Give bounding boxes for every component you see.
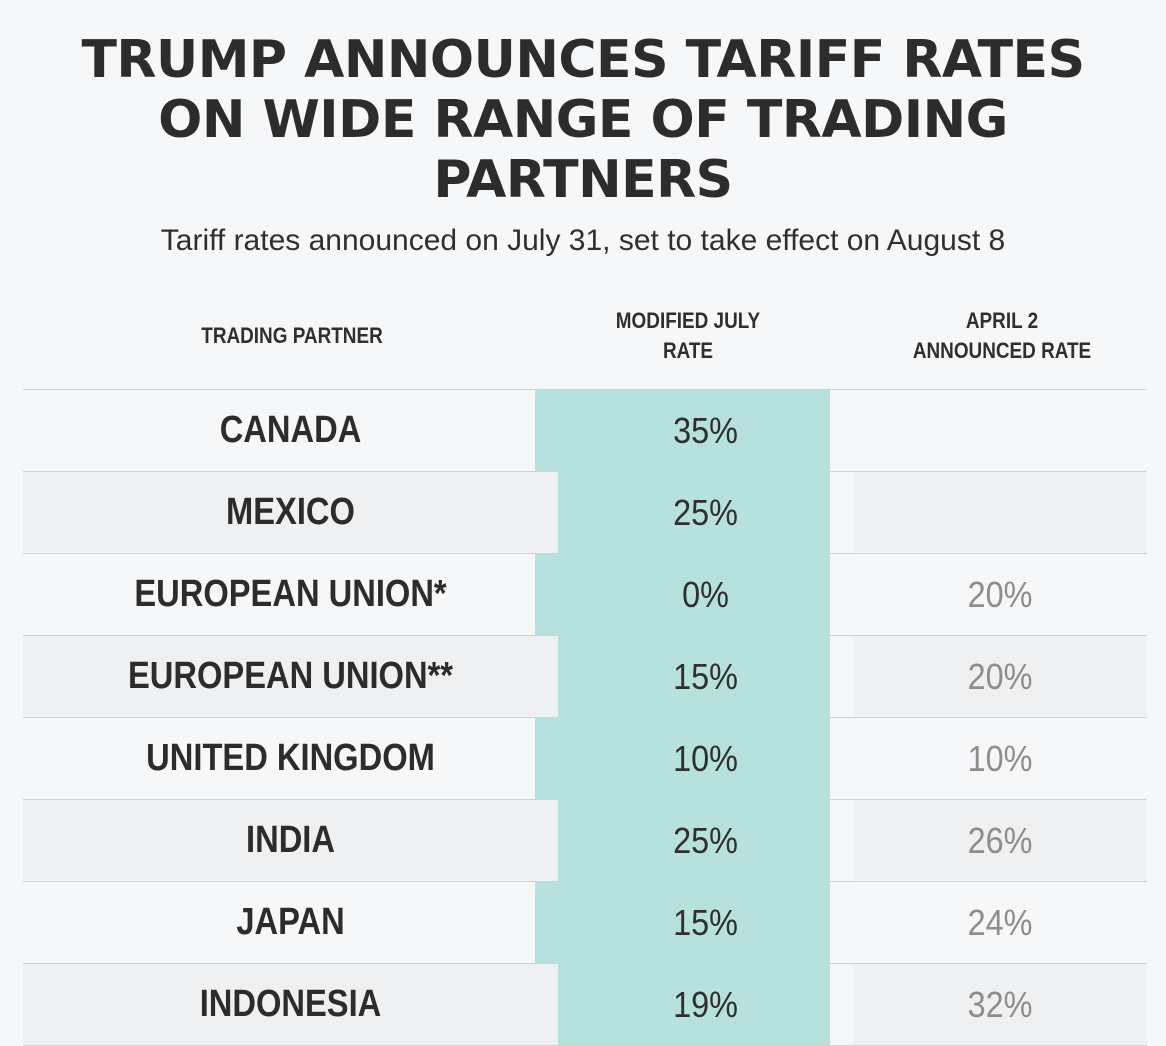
cell-trading-partner: CANADA — [219, 409, 362, 451]
title-line-3: PARTNERS — [433, 150, 733, 210]
cell-trading-partner: MEXICO — [226, 491, 355, 533]
header-april-line-1: APRIL 2 — [965, 308, 1039, 333]
table-row: INDONESIA 19% 32% — [23, 963, 1147, 1046]
cell-july-rate: 35% — [673, 410, 738, 451]
cell-april-rate: 20% — [967, 574, 1033, 615]
tariff-table: CANADA 35% MEXICO 25% EUROPEAN UNION* 0% 20% EU… — [23, 389, 1147, 1046]
table-row: UNITED KINGDOM 10% 10% — [23, 717, 1147, 799]
header-july-line-1: MODIFIED JULY — [615, 308, 761, 333]
header-july-line-2: RATE — [662, 338, 714, 363]
cell-trading-partner: UNITED KINGDOM — [146, 737, 435, 779]
cell-july-rate: 25% — [673, 820, 738, 861]
header-april-2-rate: APRIL 2 ANNOUNCED RATE — [873, 306, 1131, 366]
table-row: EUROPEAN UNION* 0% 20% — [23, 553, 1147, 635]
cell-april-rate: 24% — [967, 902, 1033, 943]
table-row: EUROPEAN UNION** 15% 20% — [23, 635, 1147, 717]
cell-july-rate: 0% — [682, 574, 729, 615]
title-line-1: TRUMP ANNOUNCES TARIFF RATES — [81, 30, 1085, 90]
cell-trading-partner: EUROPEAN UNION* — [134, 573, 447, 615]
table-row: JAPAN 15% 24% — [23, 881, 1147, 963]
cell-trading-partner: INDONESIA — [199, 983, 382, 1025]
cell-april-rate: 32% — [967, 984, 1033, 1025]
cell-april-rate: 20% — [967, 656, 1033, 697]
cell-april-rate: 10% — [967, 738, 1033, 779]
cell-july-rate: 25% — [673, 492, 738, 533]
table-row: CANADA 35% — [23, 389, 1147, 471]
table-row: INDIA 25% 26% — [23, 799, 1147, 881]
header-trading-partner: TRADING PARTNER — [201, 323, 383, 348]
cell-july-rate: 15% — [673, 902, 738, 943]
chart-subtitle: Tariff rates announced on July 31, set t… — [160, 224, 1006, 257]
header-modified-july-rate: MODIFIED JULY RATE — [576, 306, 800, 366]
header-april-line-2: ANNOUNCED RATE — [912, 338, 1092, 363]
cell-trading-partner: JAPAN — [236, 901, 345, 943]
cell-april-rate — [868, 390, 1133, 471]
table-row: MEXICO 25% — [23, 471, 1147, 553]
cell-july-rate: 19% — [673, 984, 738, 1025]
cell-july-rate: 10% — [673, 738, 738, 779]
cell-trading-partner: EUROPEAN UNION** — [127, 655, 454, 697]
cell-july-rate: 15% — [673, 656, 738, 697]
title-line-2: ON WIDE RANGE OF TRADING — [158, 90, 1008, 150]
cell-trading-partner: INDIA — [246, 819, 335, 861]
chart-title: TRUMP ANNOUNCES TARIFF RATES ON WIDE RAN… — [0, 30, 1166, 210]
cell-april-rate — [868, 472, 1133, 553]
cell-april-rate: 26% — [967, 820, 1033, 861]
